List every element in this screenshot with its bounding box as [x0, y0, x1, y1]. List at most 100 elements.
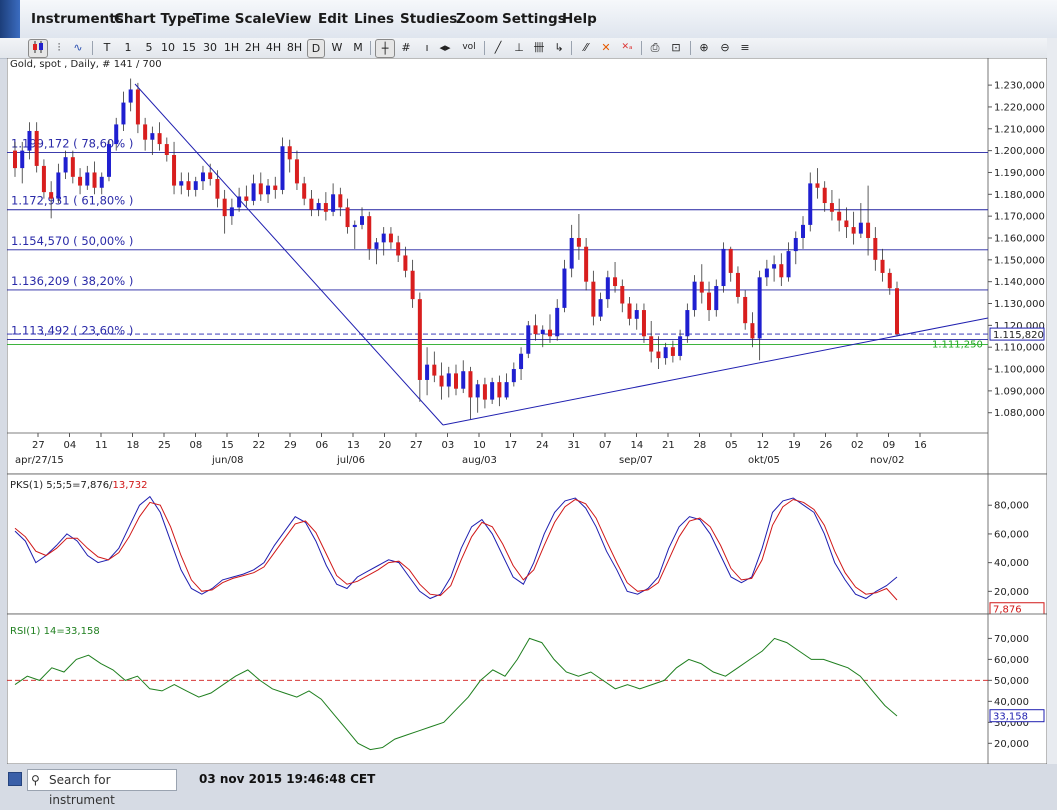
candle-body: [20, 150, 25, 169]
candle-body: [519, 353, 524, 370]
print-preview-icon[interactable]: ⊡: [671, 41, 681, 54]
menu-studies[interactable]: Studies: [400, 11, 458, 27]
search-input[interactable]: ⚲ Search for instrument: [27, 769, 177, 807]
timeframe-1h-button[interactable]: 1H: [223, 41, 240, 54]
menu-time-scale[interactable]: Time Scale: [193, 11, 276, 27]
candle-body: [793, 237, 798, 252]
pen-icon[interactable]: ⁄⁄: [584, 41, 588, 54]
candle-body: [634, 310, 639, 319]
candle-body: [121, 102, 126, 125]
candle-body: [302, 183, 307, 199]
chart-area[interactable]: Gold, spot , Daily, # 141 / 700 1.230,00…: [7, 58, 1047, 764]
candle-body: [873, 237, 878, 260]
pitchfork-icon[interactable]: ↳: [554, 41, 564, 54]
downtrend-line[interactable]: [134, 83, 444, 426]
candle-body: [41, 165, 46, 193]
pks-series-line: [14, 495, 898, 600]
ohlc-bar-icon[interactable]: ⫶: [57, 41, 61, 54]
candle-body: [482, 384, 487, 400]
price-axis-tick: 1.160,000: [994, 233, 1045, 244]
status-timestamp: 03 nov 2015 19:46:48 CET: [199, 772, 376, 786]
line-chart-icon[interactable]: ∿: [73, 41, 83, 54]
timeframe-4h-button[interactable]: 4H: [265, 41, 282, 54]
x-axis-day-label: 13: [347, 440, 360, 451]
menu-chart-type[interactable]: Chart Type: [114, 11, 196, 27]
scrollbar[interactable]: [1047, 38, 1057, 764]
candle-body: [692, 281, 697, 311]
candle-body: [707, 292, 712, 311]
menu-lines[interactable]: Lines: [354, 11, 395, 27]
fib-fan-icon[interactable]: 卌: [533, 41, 545, 54]
timeframe-t-button[interactable]: T: [103, 41, 111, 54]
menu-instruments[interactable]: Instruments: [31, 11, 124, 27]
timeframe-2h-button[interactable]: 2H: [244, 41, 261, 54]
arrows-icon[interactable]: ◂▸: [439, 41, 451, 54]
candle-body: [887, 272, 892, 289]
candle-body: [772, 264, 777, 269]
candle-body: [56, 172, 61, 199]
candle-body: [808, 183, 813, 225]
candlestick-chart-icon[interactable]: [28, 39, 48, 58]
candle-body: [511, 369, 516, 383]
zoom-in-icon[interactable]: ⊕: [699, 41, 709, 54]
uptrend-line[interactable]: [442, 317, 989, 426]
candle-body: [70, 157, 75, 177]
candle-body: [728, 248, 733, 273]
instrument-color-swatch[interactable]: [8, 772, 22, 786]
pks-title: PKS(1) 5;5;5=7,876/: [10, 480, 113, 491]
zoom-out-icon[interactable]: ⊖: [720, 41, 730, 54]
timeframe-w-button[interactable]: W: [331, 41, 343, 54]
x-axis-month-label: okt/05: [748, 455, 780, 466]
cursor-info-icon[interactable]: ı: [425, 41, 429, 54]
candle-body: [605, 277, 610, 300]
print-icon[interactable]: ⎙: [650, 41, 660, 54]
candle-body: [844, 220, 849, 228]
volume-icon[interactable]: vol: [462, 42, 476, 52]
toolbar: ⫶ ∿ T 1 5 10 15 30 1H 2H 4H 8H D W M ┼ #…: [0, 38, 1057, 59]
menu-edit[interactable]: Edit: [318, 11, 348, 27]
candle-body: [374, 242, 379, 249]
menu-zoom[interactable]: Zoom: [456, 11, 499, 27]
candle-body: [786, 251, 791, 278]
rsi-panel: [7, 613, 1047, 764]
timeframe-10-button[interactable]: 10: [161, 41, 175, 54]
search-icon: ⚲: [31, 773, 40, 787]
price-axis-tick: 1.090,000: [994, 386, 1045, 397]
delete-all-icon[interactable]: ✕ₐ: [621, 42, 633, 52]
candle-body: [128, 89, 133, 103]
timeframe-8h-button[interactable]: 8H: [286, 41, 303, 54]
crosshair-icon[interactable]: ┼: [375, 39, 395, 58]
timeframe-5-button[interactable]: 5: [145, 41, 153, 54]
candle-body: [106, 144, 111, 177]
candle-body: [468, 371, 473, 398]
fib-retracement-icon[interactable]: ⊥: [514, 41, 524, 54]
price-axis-tick: 1.220,000: [994, 102, 1045, 113]
timeframe-1-button[interactable]: 1: [124, 41, 132, 54]
delete-drawing-icon[interactable]: ✕: [601, 41, 611, 54]
candle-body: [294, 159, 299, 184]
menu-help[interactable]: Help: [562, 11, 597, 27]
candle-body: [381, 233, 386, 243]
menu-bar: Instruments Chart Type Time Scale View E…: [0, 0, 1057, 38]
candle-body: [114, 124, 119, 145]
candle-body: [649, 336, 654, 352]
trendline-icon[interactable]: ╱: [494, 41, 502, 54]
candle-body: [258, 183, 263, 195]
x-axis-day-label: 14: [631, 440, 644, 451]
candle-body: [99, 176, 104, 188]
timeframe-m-button[interactable]: M: [353, 41, 363, 54]
timeframe-d-button[interactable]: D: [307, 39, 325, 58]
price-axis-tick: 1.180,000: [994, 190, 1045, 201]
candle-body: [497, 382, 502, 398]
candle-body: [157, 133, 162, 145]
timeframe-30-button[interactable]: 30: [203, 41, 217, 54]
candle-body: [851, 227, 856, 234]
zoom-fit-icon[interactable]: ≡: [740, 41, 750, 54]
pks-axis-tick: 20,000: [994, 587, 1029, 598]
pks-panel: [7, 473, 1047, 615]
menu-view[interactable]: View: [275, 11, 312, 27]
grid-icon[interactable]: #: [401, 41, 411, 54]
menu-settings[interactable]: Settings: [502, 11, 566, 27]
timeframe-15-button[interactable]: 15: [182, 41, 196, 54]
x-axis-day-label: 05: [725, 440, 738, 451]
